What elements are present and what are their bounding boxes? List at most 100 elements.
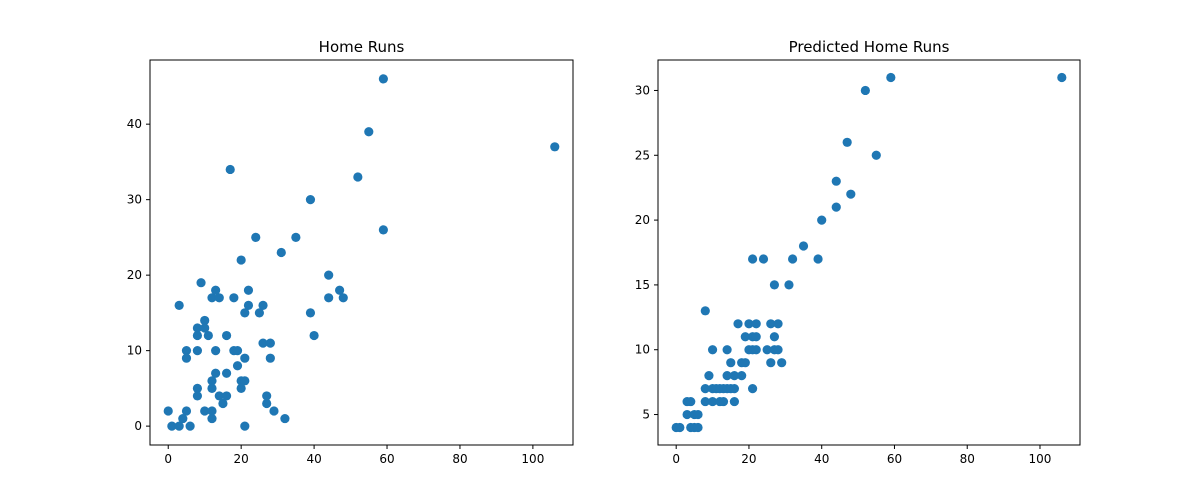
data-point (777, 358, 787, 368)
data-point (733, 319, 743, 329)
data-point (211, 285, 221, 295)
axes-frame (657, 59, 1081, 446)
data-point (229, 293, 239, 303)
data-point (729, 396, 740, 407)
data-point (675, 422, 685, 433)
data-point (769, 332, 780, 342)
data-point (265, 338, 275, 348)
data-point (211, 346, 221, 356)
data-point (174, 300, 184, 310)
y-axis-ticks: 5 10 15 20 25 30 (635, 83, 658, 422)
x-tick-label: 0 (672, 452, 680, 466)
data-point (221, 368, 232, 378)
data-point (251, 232, 261, 242)
data-point (214, 391, 224, 401)
data-point (192, 330, 203, 341)
data-point (207, 376, 217, 386)
data-point (846, 189, 856, 199)
data-point (324, 293, 334, 303)
data-point (707, 345, 718, 355)
x-tick-label: 80 (960, 452, 975, 466)
data-point (200, 315, 210, 326)
data-point (240, 353, 250, 363)
data-point (737, 371, 747, 381)
data-point (218, 398, 228, 409)
data-point (769, 280, 780, 290)
data-point (181, 406, 192, 416)
data-point (163, 406, 173, 416)
y-tick-label: 5 (642, 408, 650, 422)
data-point (225, 164, 235, 175)
scatter-points (671, 72, 1067, 433)
data-point (842, 137, 852, 147)
data-point (221, 391, 232, 401)
data-point (185, 421, 195, 431)
x-tick-label: 60 (379, 452, 394, 466)
data-point (693, 409, 703, 420)
data-point (232, 361, 243, 371)
data-point (265, 353, 275, 363)
data-point (886, 72, 896, 83)
data-point (718, 396, 729, 407)
data-point (207, 293, 217, 303)
data-point (740, 332, 750, 342)
data-point (729, 371, 740, 381)
data-point (236, 383, 246, 393)
data-point (207, 406, 217, 416)
data-point (207, 383, 217, 393)
data-point (200, 323, 210, 333)
data-point (196, 278, 206, 288)
y-tick-label: 30 (127, 193, 142, 207)
data-point (813, 254, 823, 264)
data-point (291, 232, 301, 242)
data-point (258, 338, 268, 348)
data-point (309, 330, 319, 341)
data-point (364, 127, 374, 137)
x-tick-label: 40 (306, 452, 321, 466)
data-point (192, 383, 203, 393)
data-point (254, 308, 264, 318)
data-point (766, 319, 776, 329)
data-point (192, 346, 203, 356)
x-axis-ticks: 0 20 40 60 80 100 (164, 445, 544, 466)
x-tick-label: 0 (164, 452, 172, 466)
data-point (700, 396, 710, 407)
data-point (686, 396, 696, 407)
data-point (192, 391, 203, 401)
data-point (831, 202, 841, 212)
data-point (758, 254, 769, 264)
data-point (335, 285, 345, 295)
data-point (305, 308, 316, 318)
data-point (747, 254, 758, 264)
data-point (181, 346, 192, 356)
data-point (207, 413, 217, 424)
data-point (200, 406, 210, 416)
data-point (740, 358, 750, 368)
data-point (262, 398, 272, 409)
data-point (276, 247, 286, 258)
data-point (305, 195, 316, 205)
data-point (831, 176, 841, 186)
y-tick-label: 0 (134, 419, 142, 433)
data-point (378, 225, 388, 235)
data-point (773, 345, 783, 355)
y-tick-label: 40 (127, 117, 142, 131)
data-point (262, 391, 272, 401)
x-axis-ticks: 0 20 40 60 80 100 (672, 445, 1051, 466)
data-point (232, 346, 243, 356)
data-point (167, 421, 177, 431)
data-point (788, 254, 798, 264)
y-tick-label: 30 (635, 83, 650, 97)
data-point (550, 142, 560, 152)
data-point (353, 172, 363, 182)
data-point (203, 330, 213, 341)
predicted-home-runs-subplot: Predicted Home Runs 0 20 40 60 80 100 5 10 15 20… (635, 38, 1081, 466)
data-point (269, 406, 279, 416)
data-point (766, 358, 776, 368)
data-point (729, 384, 740, 394)
data-point (762, 345, 772, 355)
data-point (751, 332, 761, 342)
y-tick-label: 10 (127, 344, 142, 358)
y-tick-label: 15 (635, 278, 650, 292)
